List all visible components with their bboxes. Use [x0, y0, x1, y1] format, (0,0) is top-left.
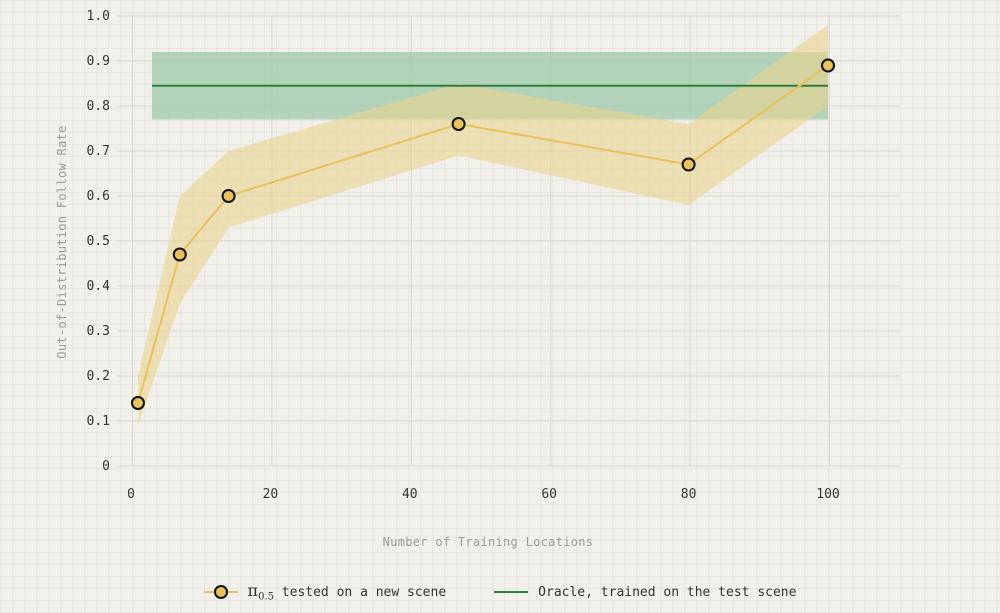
pi-data-point — [221, 189, 236, 203]
x-tick-label: 60 — [541, 487, 557, 502]
y-tick-label: 0.6 — [87, 189, 110, 204]
pi-band — [137, 25, 829, 426]
x-tick-labels: 0 20 40 60 80 100 — [127, 487, 840, 502]
y-tick-label: 0.5 — [87, 234, 110, 249]
pi-suffix: tested on a new scene — [281, 585, 447, 601]
y-tick-label: 0.7 — [87, 144, 110, 159]
pi-data-point — [172, 247, 187, 262]
legend-label-pi: π0.5 tested on a new scene — [248, 581, 447, 603]
y-tick-label: 0.8 — [87, 99, 110, 114]
x-tick-label: 0 — [127, 487, 135, 502]
x-tick-label: 20 — [263, 487, 279, 502]
pi-data-point — [130, 396, 145, 410]
legend-marker-pi — [203, 585, 238, 599]
y-tick-labels: 0 0.1 0.2 0.3 0.4 0.5 0.6 0.7 0.8 0.9 1.0 — [87, 9, 111, 474]
pi-symbol: π — [247, 581, 259, 601]
y-tick-label: 1.0 — [87, 9, 110, 24]
y-tick-label: 0.4 — [87, 279, 111, 294]
grid — [118, 15, 900, 467]
legend-marker-oracle — [494, 585, 529, 599]
pi-data-point — [821, 58, 835, 73]
pi-subscript: 0.5 — [258, 591, 274, 603]
pi-line — [137, 64, 829, 404]
x-tick-label: 100 — [816, 487, 839, 502]
y-tick-label: 0 — [102, 459, 110, 474]
y-tick-label: 0.9 — [87, 54, 110, 69]
x-tick-label: 80 — [681, 487, 697, 502]
pi-confidence-band — [137, 25, 829, 426]
x-tick-label: 40 — [402, 487, 418, 502]
legend-item-oracle: Oracle, trained on the test scene — [494, 585, 796, 600]
legend-label-oracle: Oracle, trained on the test scene — [538, 584, 797, 600]
pi-data-point — [451, 117, 466, 131]
y-axis-label: Out-of-Distribution Follow Rate — [55, 125, 69, 358]
pi-line-mark — [137, 64, 829, 404]
y-tick-label: 0.1 — [87, 414, 110, 429]
legend: π0.5 tested on a new scene Oracle, train… — [0, 575, 1000, 609]
pi-data-point — [681, 157, 696, 172]
x-axis-label: Number of Training Locations — [383, 535, 594, 549]
legend-item-pi: π0.5 tested on a new scene — [203, 581, 447, 603]
y-tick-label: 0.3 — [87, 324, 110, 339]
y-tick-label: 0.2 — [87, 369, 110, 384]
data-points — [130, 58, 835, 410]
